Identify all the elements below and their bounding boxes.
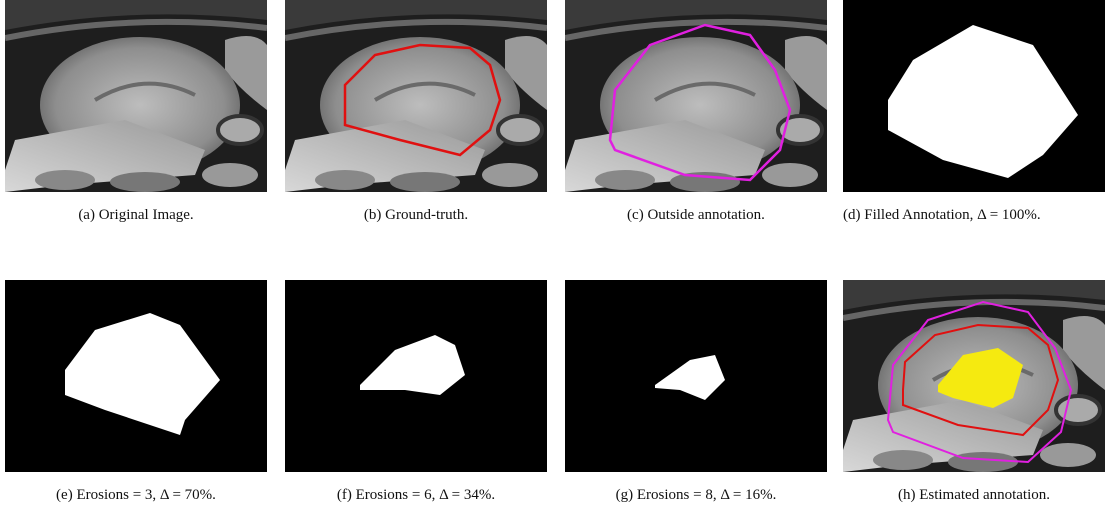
caption: (h) Estimated annotation.	[897, 487, 1051, 503]
subfigure: (b) Ground-truth.	[285, 0, 547, 225]
subfigure: (h) Estimated annotation.	[843, 280, 1105, 505]
mask-image	[565, 280, 827, 472]
caption: (g) Erosions = 8, Δ = 16%.	[615, 487, 777, 503]
caption: (e) Erosions = 3, Δ = 70%.	[56, 487, 216, 503]
subfigure: (d) Filled Annotation, Δ = 100%.	[843, 0, 1105, 225]
caption: (c) Outside annotation.	[627, 207, 765, 223]
caption: (b) Ground-truth.	[363, 207, 469, 223]
subfigure: (a) Original Image.	[5, 0, 267, 225]
subfigure: (e) Erosions = 3, Δ = 70%.	[5, 280, 267, 505]
mask-image	[285, 280, 547, 472]
mri-image	[843, 280, 1105, 472]
caption: (f) Erosions = 6, Δ = 34%.	[336, 487, 496, 503]
caption: (d) Filled Annotation, Δ = 100%.	[843, 207, 1041, 223]
subfigure: (f) Erosions = 6, Δ = 34%.	[285, 280, 547, 505]
mri-image	[5, 0, 267, 192]
mask-image	[843, 0, 1105, 192]
caption: (a) Original Image.	[78, 207, 194, 223]
mri-image	[285, 0, 547, 192]
mask-image	[5, 280, 267, 472]
mri-image	[565, 0, 827, 192]
subfigure: (c) Outside annotation.	[565, 0, 827, 225]
subfigure: (g) Erosions = 8, Δ = 16%.	[565, 280, 827, 505]
